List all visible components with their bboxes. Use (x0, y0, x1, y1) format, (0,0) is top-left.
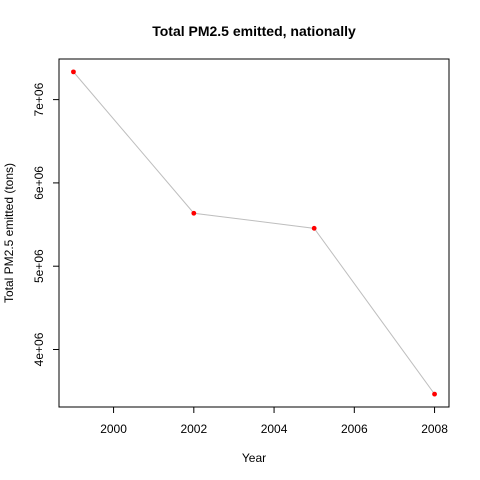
x-tick-label: 2000 (100, 422, 127, 436)
x-tick-label: 2008 (421, 422, 448, 436)
x-tick-label: 2006 (341, 422, 368, 436)
data-point (311, 225, 317, 231)
chart-title: Total PM2.5 emitted, nationally (152, 23, 356, 39)
data-points (71, 69, 437, 397)
data-point (71, 69, 76, 75)
data-point (191, 210, 197, 216)
y-axis-label: Total PM2.5 emitted (tons) (2, 163, 16, 303)
y-axis: 4e+06 5e+06 6e+06 7e+06 (32, 82, 59, 366)
y-tick-label: 7e+06 (32, 82, 46, 116)
x-tick-label: 2002 (180, 422, 207, 436)
x-axis: 2000 2002 2004 2006 2008 (100, 407, 448, 436)
y-tick-label: 4e+06 (32, 332, 46, 366)
x-axis-label: Year (242, 451, 266, 465)
y-tick-label: 6e+06 (32, 166, 46, 200)
x-tick-label: 2004 (261, 422, 288, 436)
series-line (73, 71, 435, 395)
plot-frame (58, 58, 450, 408)
y-tick-label: 5e+06 (32, 249, 46, 283)
data-point (432, 391, 437, 397)
